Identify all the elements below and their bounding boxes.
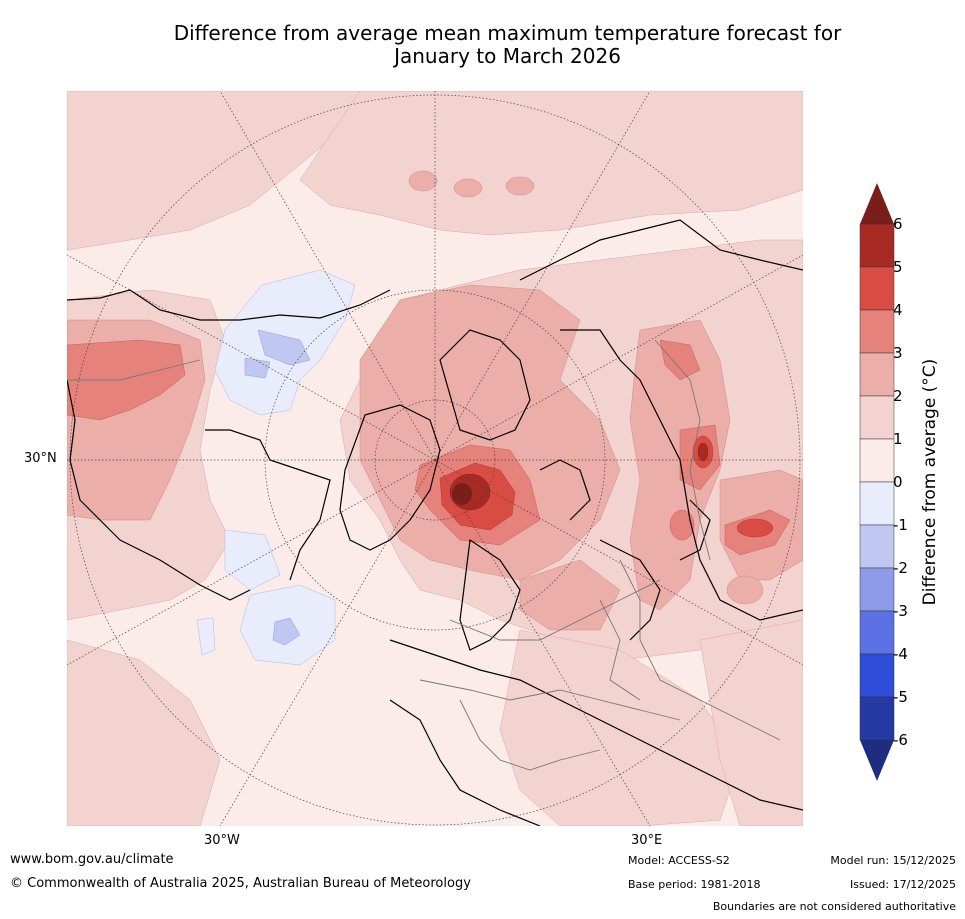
colorbar-swatch-5-6 [859,223,895,268]
base-period-text: Base period: 1981-2018 [628,878,761,891]
colorbar-swatch-minus-6-minus-5 [859,696,895,741]
colorbar-tick: -4 [893,645,908,663]
model-text: Model: ACCESS-S2 [628,854,730,867]
copyright-text: © Commonwealth of Australia 2025, Austra… [10,876,471,891]
title-line-1: Difference from average mean maximum tem… [173,21,842,45]
colorbar-swatch-minus-4-minus-3 [859,610,895,655]
colorbar-swatch-4-5 [859,266,895,311]
colorbar-tick: 4 [893,301,903,319]
country-borders [67,339,781,771]
colorbar-tick: -1 [893,516,908,534]
colorbar-below-arrow [860,740,894,781]
lon-label-30w: 30°W [204,833,240,848]
coastlines [67,219,803,826]
colorbar-swatch-2-3 [859,352,895,397]
colorbar-swatch-0-1 [859,438,895,483]
colorbar-tick: 0 [893,473,903,491]
colorbar-tick: -5 [893,688,908,706]
colorbar-swatch-1-2 [859,395,895,440]
colorbar-swatch-minus-3-minus-2 [859,567,895,612]
colorbar [859,183,895,781]
colorbar-tick: -3 [893,602,908,620]
colorbar-tick: -2 [893,559,908,577]
title-line-2: January to March 2026 [394,44,621,68]
map-plot-area [67,91,803,826]
model-run-text: Model run: 15/12/2025 [830,854,956,867]
colorbar-label: Difference from average (°C) [920,358,940,606]
colorbar-swatch-3-4 [859,309,895,354]
website-link[interactable]: www.bom.gov.au/climate [10,852,174,867]
colorbar-tick: 3 [893,344,903,362]
anomaly-band-above-6 [452,483,472,505]
colorbar-tick: 2 [893,387,903,405]
issued-text: Issued: 17/12/2025 [849,878,956,891]
colorbar-swatch-minus-5-minus-4 [859,653,895,698]
colorbar-swatch-minus-1-0 [859,481,895,526]
lon-label-30e: 30°E [631,833,663,848]
colorbar-tick: 5 [893,258,903,276]
anomaly-band-2-3 [67,170,803,631]
colorbar-tick: -6 [893,731,908,749]
colorbar-tick: 6 [893,215,903,233]
map-title: Difference from average mean maximum tem… [60,22,955,68]
colorbar-swatch-minus-2-minus-1 [859,524,895,569]
colorbar-tick: 1 [893,430,903,448]
colorbar-above-arrow [860,183,894,224]
lat-label-30n: 30°N [24,451,57,466]
disclaimer-text: Boundaries are not considered authoritat… [712,900,956,913]
anomaly-band-minus-2-minus-1 [244,329,311,646]
